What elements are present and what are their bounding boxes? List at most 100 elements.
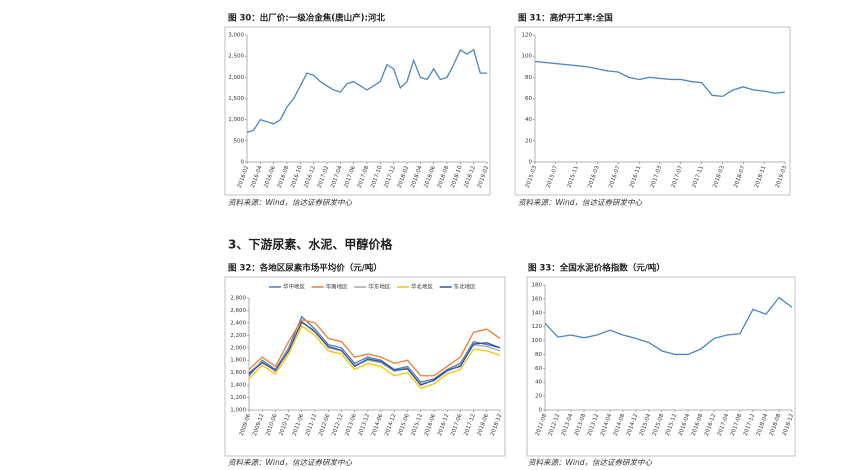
y-tick-label: 160 — [532, 296, 543, 302]
data-line — [248, 315, 501, 383]
y-tick-label: 1,600 — [230, 370, 246, 376]
x-tick-label: 2015-06 — [397, 413, 411, 437]
y-tick-label: 20 — [535, 394, 542, 400]
x-tick-label: 2017-12 — [743, 413, 756, 437]
x-tick-label: 2018-11 — [754, 165, 767, 189]
x-tick-label: 2016-11 — [629, 165, 642, 189]
x-tick-label: 2017-11 — [691, 165, 704, 189]
x-tick-label: 2017-06 — [450, 413, 464, 437]
x-tick-label: 2010-06 — [265, 413, 279, 437]
x-tick-label: 2017-04 — [330, 165, 344, 189]
x-tick-label: 2017-02 — [317, 165, 330, 189]
y-tick-label: 40 — [525, 117, 532, 123]
source-note: 资料来源：Wind，信达证券研发中心 — [228, 198, 353, 207]
y-tick-label: 60 — [535, 366, 542, 372]
x-tick-label: 2016-08 — [691, 413, 705, 437]
x-tick-label: 2018-02 — [397, 165, 410, 189]
x-tick-label: 2016-07 — [608, 165, 622, 189]
chart-title: 图 33：全国水泥价格指数（元/吨） — [528, 263, 665, 274]
x-tick-label: 2015-11 — [566, 165, 579, 189]
x-tick-label: 2016-12 — [704, 413, 717, 437]
legend-label: 华北地区 — [411, 283, 434, 291]
x-tick-label: 2018-03 — [712, 165, 726, 189]
y-tick-label: 120 — [522, 33, 533, 39]
x-tick-label: 2016-02 — [237, 165, 250, 189]
x-tick-label: 2014-08 — [613, 413, 627, 437]
chart-title: 图 30：出厂价:一级冶金焦(唐山产):河北 — [228, 13, 385, 24]
data-line — [544, 296, 793, 356]
chart-frame — [224, 26, 491, 196]
y-tick-label: 80 — [525, 75, 532, 81]
x-tick-label: 2018-12 — [490, 413, 503, 437]
x-tick-label: 2018-12 — [782, 413, 795, 437]
y-tick-label: 2,000 — [228, 75, 244, 81]
x-tick-label: 2015-12 — [665, 413, 678, 437]
y-tick-label: 100 — [522, 54, 533, 60]
x-tick-label: 2013-06 — [344, 413, 358, 437]
y-tick-label: 1,400 — [230, 383, 246, 389]
x-tick-label: 2012-12 — [331, 413, 344, 437]
x-tick-label: 2018-08 — [769, 413, 783, 437]
x-tick-label: 2017-07 — [671, 165, 685, 189]
y-tick-label: 40 — [535, 380, 542, 386]
y-tick-label: 60 — [525, 96, 532, 102]
legend-label: 华南地区 — [326, 283, 349, 291]
x-tick-label: 2015-04 — [639, 413, 653, 437]
data-line — [248, 325, 501, 389]
y-tick-label: 2,500 — [228, 54, 244, 60]
y-tick-label: 2,400 — [230, 320, 246, 326]
x-tick-label: 2017-12 — [463, 413, 476, 437]
x-tick-label: 2017-08 — [357, 165, 371, 189]
legend-label: 华东地区 — [368, 283, 391, 291]
x-tick-label: 2014-12 — [626, 413, 639, 437]
x-tick-label: 2015-12 — [411, 413, 424, 437]
x-tick-label: 2016-04 — [678, 413, 692, 437]
chart-frame — [526, 276, 796, 457]
x-tick-label: 2015-03 — [525, 165, 539, 189]
y-tick-label: 1,000 — [230, 408, 246, 414]
y-tick-label: 2,000 — [230, 345, 246, 351]
source-note: 资料来源：Wind，信达证券研发中心 — [528, 458, 653, 467]
x-tick-label: 2012-06 — [318, 413, 332, 437]
y-tick-label: 1,200 — [230, 395, 246, 401]
y-tick-label: 0 — [539, 408, 543, 414]
x-tick-label: 2016-12 — [303, 165, 316, 189]
x-tick-label: 2019-03 — [775, 165, 789, 189]
legend-label: 华中地区 — [283, 283, 306, 291]
source-note: 资料来源：Wind，信达证券研发中心 — [228, 458, 353, 467]
x-tick-label: 2016-10 — [290, 165, 304, 189]
x-tick-label: 2018-06 — [477, 413, 491, 437]
data-line — [534, 60, 786, 98]
x-tick-label: 2013-12 — [587, 413, 600, 437]
legend-label: 东北地区 — [454, 283, 477, 291]
x-tick-label: 2016-08 — [277, 165, 291, 189]
x-tick-label: 2019-02 — [477, 165, 490, 189]
data-line — [248, 319, 501, 377]
section-heading: 3、下游尿素、水泥、甲醇价格 — [228, 237, 393, 252]
y-tick-label: 500 — [234, 138, 245, 144]
source-note: 资料来源：Wind，信达证券研发中心 — [518, 198, 643, 207]
x-tick-label: 2018-12 — [463, 165, 476, 189]
x-tick-label: 2014-12 — [384, 413, 397, 437]
x-tick-label: 2014-06 — [371, 413, 385, 437]
x-tick-label: 2017-12 — [383, 165, 396, 189]
x-tick-label: 2015-07 — [546, 165, 560, 189]
x-tick-label: 2018-08 — [437, 165, 451, 189]
data-line — [246, 48, 487, 133]
y-tick-label: 0 — [241, 160, 245, 166]
chart-frame — [224, 276, 506, 457]
x-tick-label: 2018-04 — [756, 413, 770, 437]
x-tick-label: 2014-04 — [600, 413, 614, 437]
x-tick-label: 2016-12 — [437, 413, 450, 437]
x-tick-label: 2017-06 — [343, 165, 357, 189]
y-tick-label: 140 — [532, 310, 543, 316]
x-tick-label: 2009-06 — [239, 413, 253, 437]
x-tick-label: 2017-03 — [650, 165, 664, 189]
x-tick-label: 2013-08 — [574, 413, 588, 437]
x-tick-label: 2016-04 — [250, 165, 264, 189]
x-tick-label: 2016-06 — [263, 165, 277, 189]
x-tick-label: 2012-08 — [535, 413, 549, 437]
y-tick-label: 2,600 — [230, 308, 246, 314]
chart-frame — [514, 26, 791, 196]
